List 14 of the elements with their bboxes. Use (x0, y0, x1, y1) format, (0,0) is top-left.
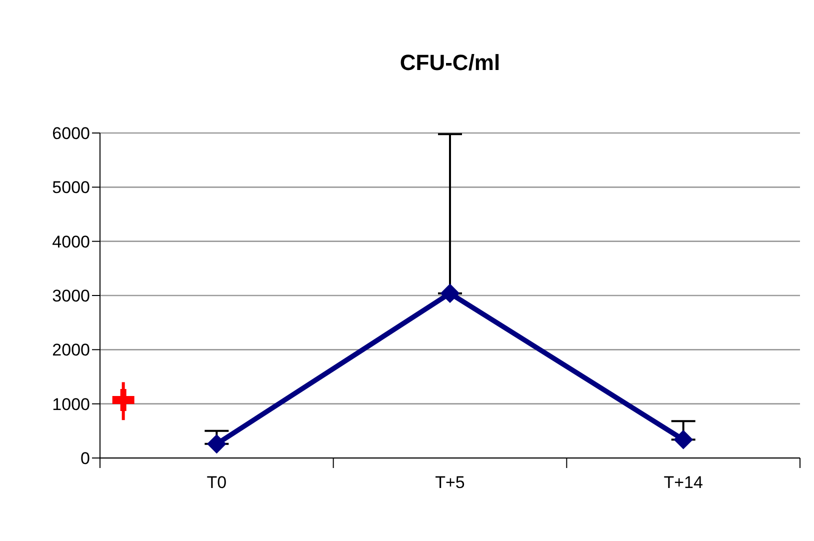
y-tick-label: 2000 (52, 340, 90, 360)
x-tick-label: T+14 (664, 473, 703, 492)
point (674, 430, 693, 450)
x-tick-label: T0 (206, 473, 227, 492)
chart-title: CFU-C/ml (398, 50, 502, 76)
y-tick-label: 5000 (52, 178, 90, 198)
point (207, 434, 226, 454)
x-tick-label: T+5 (435, 473, 465, 492)
y-tick-label: 3000 (52, 286, 90, 306)
y-tick-label: 4000 (52, 232, 90, 252)
point (440, 284, 460, 303)
y-tick-label: 0 (80, 449, 90, 468)
y-tick-label: 6000 (52, 124, 90, 144)
y-tick-label: 1000 (52, 394, 90, 414)
